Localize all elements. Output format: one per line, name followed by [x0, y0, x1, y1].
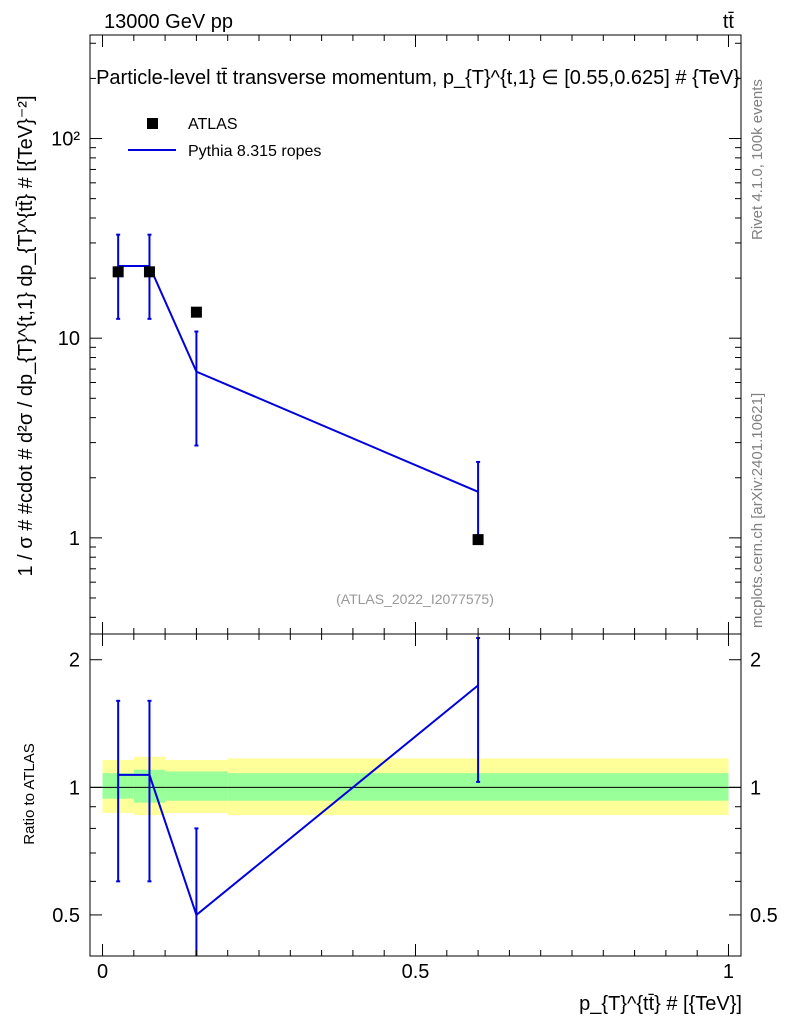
- mcplots-label: mcplots.cern.ch [arXiv:2401.10621]: [749, 393, 766, 628]
- x-tick-label-1: 0.5: [402, 961, 430, 983]
- ratio-bands: [90, 756, 741, 816]
- ratio-tick-label-1: 1: [69, 777, 80, 799]
- ratio-tick-label-right-0: 0.5: [750, 905, 778, 927]
- ratio-line: [118, 684, 479, 917]
- legend-label-pythia: Pythia 8.315 ropes: [188, 143, 321, 160]
- y-tick-label-1: 10: [58, 328, 80, 350]
- chart-title: Particle-level tt̄ transverse momentum, …: [96, 67, 740, 89]
- data-marks: [112, 233, 484, 956]
- x-tick-label-0: 0: [97, 961, 108, 983]
- header-right: tt̄: [723, 11, 735, 33]
- ratio-axis-label: Ratio to ATLAS: [21, 743, 38, 844]
- ratio-tick-label-0: 0.5: [52, 905, 80, 927]
- x-axis-label: p_{T}^{tt̄} # [{TeV}]: [579, 993, 742, 1015]
- data-point-2: [190, 306, 202, 318]
- header-left: 13000 GeV pp: [104, 11, 233, 33]
- band-stat-2: [165, 771, 228, 801]
- analysis-id: (ATLAS_2022_I2077575): [336, 591, 494, 607]
- legend: ATLAS Pythia 8.315 ropes: [128, 116, 321, 160]
- ratio-tick-label-right-2: 2: [750, 650, 761, 672]
- ratio-tick-label-right-1: 1: [750, 777, 761, 799]
- legend-marker-atlas: [147, 118, 158, 129]
- legend-label-atlas: ATLAS: [188, 116, 238, 133]
- axes: 0 0.5 1 1 10 10² 0.5 0.5 1 1 2 2: [51, 34, 778, 983]
- y-tick-label-2: 10²: [51, 129, 80, 151]
- data-point-1: [143, 266, 155, 278]
- x-tick-label-2: 1: [723, 961, 734, 983]
- rivet-label: Rivet 4.1.0, 100k events: [749, 79, 766, 240]
- y-axis-label: 1 / σ # #cdot # d²σ / dp_{T}^{t,1} dp_{T…: [15, 95, 37, 576]
- data-point-0: [112, 266, 124, 278]
- mc-line: [118, 264, 479, 493]
- y-tick-label-0: 1: [69, 528, 80, 550]
- data-point-3: [472, 534, 484, 546]
- ratio-tick-label-2: 2: [69, 650, 80, 672]
